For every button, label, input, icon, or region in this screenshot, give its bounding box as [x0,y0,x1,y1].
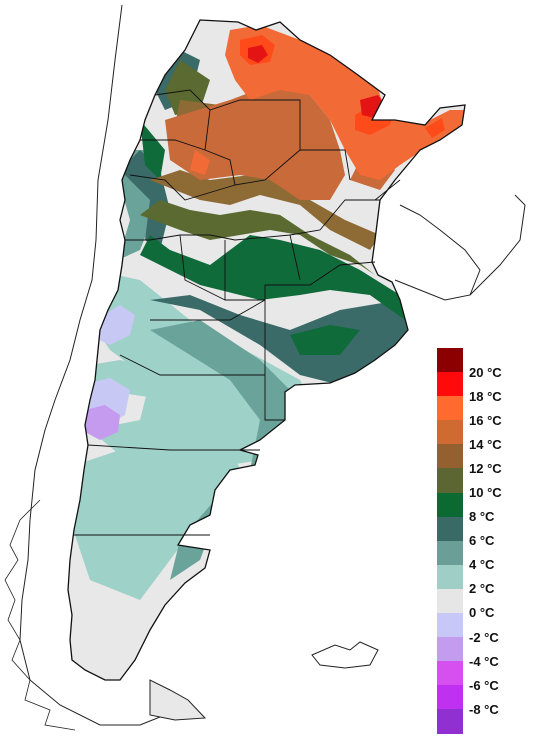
legend-row: -6 °C [437,661,537,693]
legend-row: -4 °C [437,637,537,669]
legend-swatch [437,685,463,710]
legend-swatch [437,540,463,565]
legend-row: 12 °C [437,444,537,476]
legend-swatch [437,588,463,614]
legend-row: 6 °C [437,516,537,548]
legend-label: 14 °C [469,436,502,452]
legend-swatch [437,516,463,541]
legend-swatch [437,372,463,397]
legend-row: 20 °C [437,348,537,380]
argentina-outline [67,19,466,681]
legend-label: 20 °C [469,364,502,380]
legend-label: 8 °C [469,509,495,525]
legend-label: -4 °C [469,653,499,669]
band-2-region [68,250,320,600]
legend-swatch [437,420,463,445]
legend-swatch [437,709,463,734]
legend-swatch [437,468,463,493]
legend-swatch [437,444,463,469]
band-m2-region [80,305,135,430]
band-14-region [165,85,395,200]
band-6-region [120,40,410,385]
legend-swatch [437,637,463,662]
legend-row: 14 °C [437,420,537,452]
legend-swatch [437,348,463,373]
legend-swatch [437,396,463,421]
legend-label: 4 °C [469,557,495,573]
legend-label: 16 °C [469,412,502,428]
malvinas-outline [311,641,379,669]
legend-swatch [437,492,463,517]
band-12-region [150,100,380,250]
legend-row: 0 °C [437,588,537,620]
legend-row: 2 °C [437,564,537,596]
legend-row: -2 °C [437,613,537,645]
chile-coast-fjords [4,499,76,731]
legend-row: -8 °C [437,685,537,717]
legend-row: 16 °C [437,396,537,428]
legend-label: -8 °C [469,701,499,717]
legend-label: 2 °C [469,581,495,597]
legend-label: 10 °C [469,485,502,501]
brazil-outline [469,194,526,296]
legend-swatch [437,613,463,638]
band-16-region [190,25,465,180]
legend-row: 4 °C [437,540,537,572]
province-borders [74,89,401,536]
legend-label: -2 °C [469,629,499,645]
legend-label: 12 °C [469,460,502,476]
legend-swatch [437,564,463,589]
legend-swatch [437,661,463,686]
tierra-del-fuego-outline [149,679,207,721]
legend-label: 18 °C [469,388,502,404]
uruguay-outline [394,204,481,301]
legend-row: 18 °C [437,372,537,404]
legend-row: 10 °C [437,468,537,500]
band-20-region [248,45,385,118]
chile-outline [19,4,166,726]
legend-label: -6 °C [469,677,499,693]
band-10-region [140,60,375,275]
legend-row: 8 °C [437,492,537,524]
band-m4-region [85,405,120,440]
legend-label: 0 °C [469,605,495,621]
temperature-legend: 20 °C 18 °C 16 °C 14 °C 12 °C 10 °C 8 °C 6 °C 4 … [437,348,537,734]
legend-row [437,709,537,734]
legend-label: 6 °C [469,533,495,549]
